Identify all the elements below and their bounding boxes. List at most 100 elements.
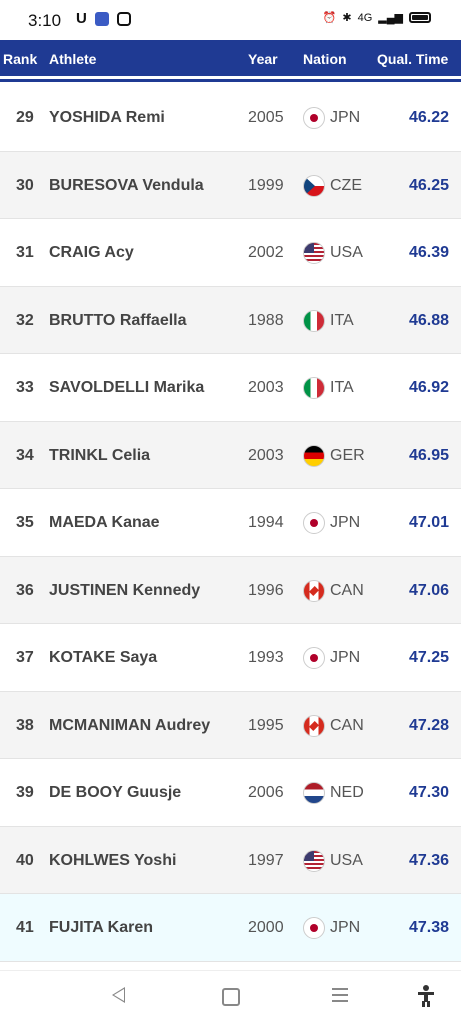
table-row[interactable]: 34 TRINKL Celia 2003 GER 46.95 [0,421,461,489]
year-cell: 2003 [248,379,284,396]
table-row[interactable]: 33 SAVOLDELLI Marika 2003 ITA 46.92 [0,354,461,422]
rank-cell: 29 [16,109,34,126]
signal-icon: ▂▄▆ [378,12,403,24]
jpn-flag-icon [303,512,325,534]
header-divider [0,76,461,80]
nation-code: NED [330,784,364,801]
nation-code: USA [330,851,363,869]
qual-time: 46.25 [408,176,449,194]
status-bar: 3:10 U ⏰ ✱ 4G ▂▄▆ [0,0,461,40]
table-row[interactable]: 40 KOHLWES Yoshi 1997 USA 47.36 [0,826,461,894]
athlete-name: SAVOLDELLI Marika [49,379,205,396]
rank-cell: 33 [16,379,34,396]
table-row[interactable]: 32 BRUTTO Raffaella 1988 ITA 46.88 [0,286,461,354]
table-row[interactable]: 37 KOTAKE Saya 1993 JPN 47.25 [0,624,461,692]
year-cell: 1997 [248,851,284,869]
rank-cell: 31 [16,244,34,261]
qual-time: 46.22 [408,109,449,126]
table-row[interactable]: 36 JUSTINEN Kennedy 1996 CAN 47.06 [0,556,461,624]
header-year[interactable]: Year [248,51,278,67]
ita-flag-icon [303,377,325,399]
athlete-name: FUJITA Karen [49,919,154,936]
year-cell: 2006 [248,784,284,801]
year-cell: 2003 [248,446,284,464]
ger-flag-icon [303,444,325,467]
system-icons: ⏰ ✱ 4G ▂▄▆ [323,11,431,24]
rank-cell: 32 [16,311,34,329]
can-flag-icon [303,579,325,602]
year-cell: 1999 [248,176,284,194]
header-qual-time[interactable]: Qual. Time [377,51,449,67]
ned-flag-icon [303,782,325,804]
rank-cell: 40 [16,851,34,869]
athlete-name: KOHLWES Yoshi [49,851,177,869]
rank-cell: 35 [16,514,34,531]
year-cell: 1988 [248,311,284,329]
year-cell: 2002 [248,244,284,261]
back-icon[interactable] [112,987,125,1003]
accessibility-icon[interactable] [416,985,436,1007]
nation-code: JPN [330,919,361,936]
qual-time: 47.25 [408,649,449,666]
year-cell: 2000 [248,919,284,936]
table-row[interactable]: 39 DE BOOY Guusje 2006 NED 47.30 [0,759,461,827]
notification-icons: U [76,10,131,27]
qual-time: 46.95 [408,446,449,464]
table-header: Rank Athlete Year Nation Qual. Time [0,40,461,76]
nation-code: JPN [330,514,361,531]
athlete-name: MAEDA Kanae [49,514,160,531]
qual-time: 47.28 [408,716,449,734]
year-cell: 1993 [248,649,284,666]
jpn-flag-icon [303,107,325,129]
rank-cell: 34 [16,446,34,464]
athlete-name: BRUTTO Raffaella [49,311,187,329]
table-row[interactable]: 29 YOSHIDA Remi 2005 JPN 46.22 [0,84,461,152]
year-cell: 2005 [248,109,284,126]
nation-code: CZE [330,176,362,194]
athlete-name: DE BOOY Guusje [49,784,182,801]
qual-time: 47.38 [408,919,449,936]
bluetooth-icon: ✱ [342,12,352,24]
header-athlete[interactable]: Athlete [49,51,97,67]
home-icon[interactable] [222,988,240,1006]
athlete-name: BURESOVA Vendula [49,176,204,194]
header-rank[interactable]: Rank [3,51,38,67]
jpn-flag-icon [303,917,325,939]
rank-cell: 39 [16,784,34,801]
year-cell: 1995 [248,716,284,734]
header-divider-line [0,79,461,82]
table-row[interactable]: 31 CRAIG Acy 2002 USA 46.39 [0,219,461,287]
header-nation[interactable]: Nation [303,51,347,67]
table-row[interactable]: 41 FUJITA Karen 2000 JPN 47.38 [0,894,461,962]
nation-code: JPN [330,649,361,666]
nation-code: CAN [330,716,364,734]
navigation-bar [0,970,461,1025]
qual-time: 47.30 [408,784,449,801]
usa-flag-icon [303,849,325,872]
qual-time: 47.36 [408,851,449,869]
qual-time: 47.06 [408,581,449,599]
nation-code: JPN [330,109,361,126]
athlete-name: MCMANIMAN Audrey [49,716,211,734]
year-cell: 1996 [248,581,284,599]
rank-cell: 41 [16,919,34,936]
cze-flag-icon [303,174,325,197]
instagram-icon [116,12,131,26]
results-table: 29 YOSHIDA Remi 2005 JPN 46.22 30 BURESOVA Ven… [0,84,461,962]
alarm-icon: ⏰ [322,12,337,24]
athlete-name: TRINKL Celia [49,446,151,464]
nation-code: ITA [330,311,354,329]
nation-code: USA [330,244,363,261]
table-row[interactable]: 35 MAEDA Kanae 1994 JPN 47.01 [0,489,461,557]
table-row[interactable]: 38 MCMANIMAN Audrey 1995 CAN 47.28 [0,691,461,759]
magnet-icon: U [76,10,87,27]
battery-icon [409,12,431,23]
year-cell: 1994 [248,514,284,531]
table-row[interactable]: 30 BURESOVA Vendula 1999 CZE 46.25 [0,151,461,219]
athlete-name: KOTAKE Saya [49,649,158,666]
qual-time: 46.88 [408,311,449,329]
recents-icon[interactable] [332,988,348,1002]
rank-cell: 30 [16,176,34,194]
rank-cell: 36 [16,581,34,599]
can-flag-icon [303,714,325,737]
